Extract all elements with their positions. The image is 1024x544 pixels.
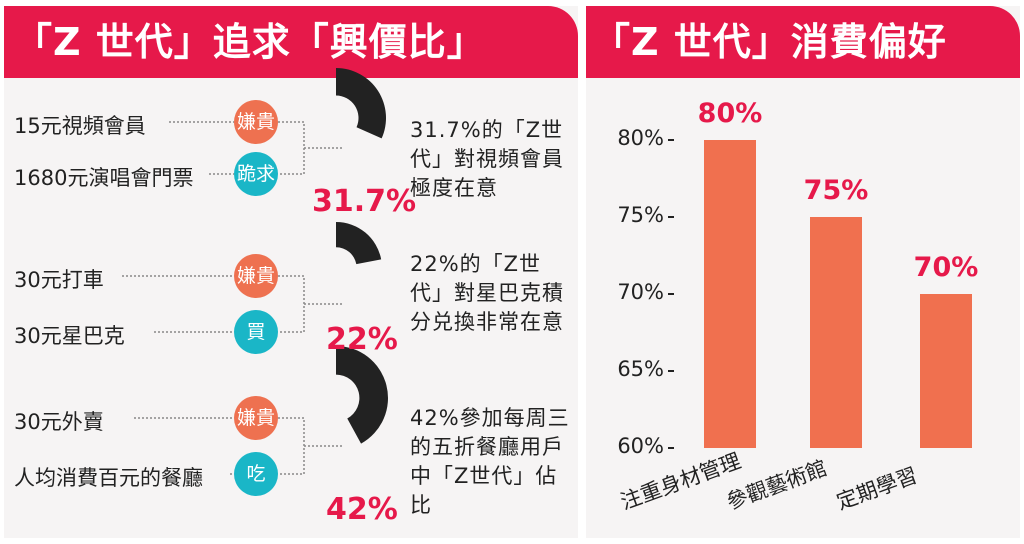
bar-2 [810,217,862,448]
right-chart-panel: 「Z 世代」消費偏好 80% 75% 70% 65% 60% 80% 注重身材管理 75% 參觀… [586,6,1020,538]
chart-title: 「Z 世代」消費偏好 [592,20,947,64]
group2-percent: 22% [326,322,398,357]
bar-3 [920,294,972,448]
group2-badge-a: 嫌貴 [234,254,278,298]
left-title-banner: 「Z 世代」追求「興價比」 [4,6,578,78]
bar-chart [668,139,972,449]
bar-value-label: 75% [803,175,869,206]
group3-description: 42%參加每周三的五折餐廳用戶中「Z世代」佔比 [410,406,570,517]
group2-pie-wedge [336,222,382,265]
group1-item-a: 15元視頻會員 [14,114,146,138]
group3-pie-wedge [336,346,388,444]
group2-badge-b: 買 [234,310,278,354]
bar-value-label: 70% [913,252,979,283]
group2-item-a: 30元打車 [14,268,104,292]
y-tick-label: 80% [617,126,664,150]
y-tick-label: 70% [617,280,664,304]
group1-bracket [278,121,305,175]
bar-value-label: 80% [697,98,763,129]
group1-badge-a: 嫌貴 [234,100,278,144]
group3-percent: 42% [326,492,398,527]
group3-item-b: 人均消費百元的餐廳 [14,466,203,490]
right-title-banner: 「Z 世代」消費偏好 [586,6,1020,78]
group2-bracket [278,275,305,333]
bar-1 [704,140,756,448]
group3-bracket [278,417,305,475]
group3-badge-a: 嫌貴 [234,396,278,440]
group1-description: 31.7%的「Z世代」對視頻會員極度在意 [410,118,564,200]
y-tick-label: 65% [617,357,664,381]
group2-description: 22%的「Z世代」對星巴克積分兑換非常在意 [410,252,564,334]
group1-item-b: 1680元演唱會門票 [14,166,194,190]
group1-pie-wedge [336,68,386,139]
group2-item-b: 30元星巴克 [14,324,125,348]
left-infographic-panel: 「Z 世代」追求「興價比」 15元視頻會員 嫌貴 1680元演唱會門票 跪求 3… [4,6,578,538]
connector-and-pie-layer [122,68,388,475]
group1-badge-b: 跪求 [234,152,278,196]
group3-badge-b: 吃 [234,452,278,496]
y-tick-label: 75% [617,203,664,227]
left-title: 「Z 世代」追求「興價比」 [14,20,486,64]
group3-item-a: 30元外賣 [14,410,104,434]
group1-percent: 31.7% [312,184,417,219]
y-tick-label: 60% [617,434,664,458]
